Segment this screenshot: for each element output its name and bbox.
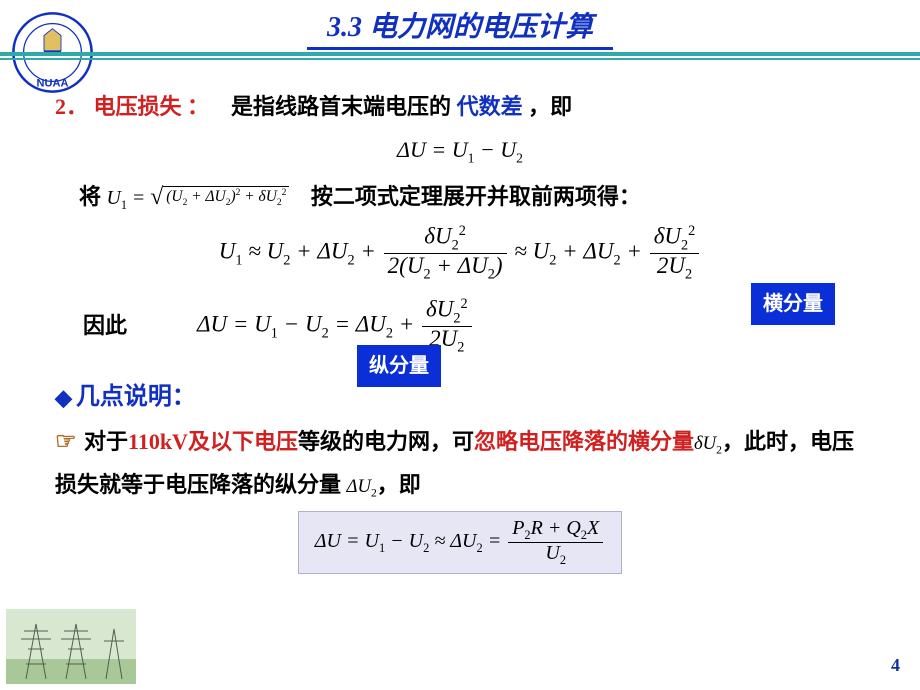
body-t1: 对于 [84, 429, 128, 454]
page-number: 4 [891, 655, 900, 676]
definition-row: 2． 电压损失 ： 是指线路首末端电压的 代数差 ，即 [55, 88, 865, 125]
section-term: 电压损失 [94, 94, 182, 119]
u1-approx-formula: U1 ≈ U2 + ΔU2 + δU22 2(U2 + ΔU2) ≈ U2 + … [55, 224, 865, 283]
callout-horizontal-component: 横分量 [751, 283, 835, 325]
boxed-formula-wrap: ΔU = U1 − U2 ≈ ΔU2 = P2R + Q2X U2 [55, 505, 865, 574]
expand-post: 按二项式定理展开并取前两项得： [311, 184, 641, 209]
pointer-icon: ☞ [55, 429, 77, 455]
body-t3: 等级的电力网，可 [298, 429, 474, 454]
boxed-final-formula: ΔU = U1 − U2 ≈ ΔU2 = P2R + Q2X U2 [298, 511, 622, 574]
svg-text:NUAA: NUAA [37, 77, 69, 89]
diamond-icon: ◆ [55, 379, 72, 416]
delta-u2-sym-1: δU2 [694, 433, 722, 454]
section-colon: ： [187, 94, 209, 119]
therefore-label: 因此 [55, 307, 127, 344]
def-text-post: ，即 [528, 94, 572, 119]
slide-title-bar: 3.3 电力网的电压计算 [0, 0, 920, 60]
therefore-row: 因此 ΔU = U1 − U2 = ΔU2 + δU22 2U2 横分量 纵分量 [55, 297, 865, 356]
section-number: 2． [55, 94, 88, 119]
callout-vertical-component: 纵分量 [357, 345, 441, 387]
u1-sqrt-formula: U1 = √ (U2 + ΔU2)2 + δU22 [107, 187, 295, 209]
delta-u2-sym-2: ΔU2 [347, 476, 377, 497]
slide-title: 3.3 电力网的电压计算 [307, 5, 613, 50]
def-text-pre: 是指线路首末端电压的 [231, 94, 451, 119]
equation-delta-u: ΔU = U1 − U2 [55, 131, 865, 170]
slide-content: 2． 电压损失 ： 是指线路首末端电压的 代数差 ，即 ΔU = U1 − U2… [0, 60, 920, 574]
note-body: ☞ 对于110kV及以下电压等级的电力网，可忽略电压降落的横分量δU2，此时，电… [55, 420, 865, 505]
def-text-blue: 代数差 [457, 94, 523, 119]
body-t4: 忽略电压降落的横分量 [474, 429, 694, 454]
expand-pre: 将 [55, 184, 101, 209]
expansion-row: 将 U1 = √ (U2 + ΔU2)2 + δU22 按二项式定理展开并取前两… [55, 178, 865, 216]
body-t6: ，即 [377, 472, 421, 497]
body-t2: 110kV及以下电压 [128, 429, 298, 454]
title-rule-2 [0, 58, 920, 60]
notes-heading: ◆ 几点说明： [55, 377, 865, 418]
decorative-pylon-image [6, 609, 136, 684]
title-rule [0, 52, 920, 56]
notes-heading-text: 几点说明： [76, 377, 196, 418]
